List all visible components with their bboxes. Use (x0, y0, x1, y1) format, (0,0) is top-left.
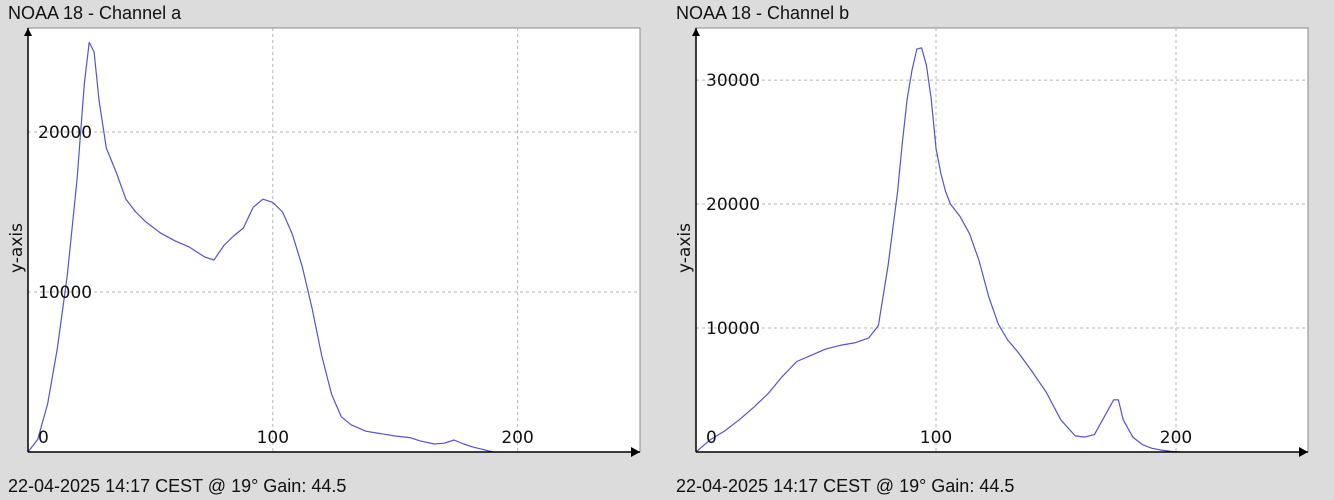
chart-panel-channel-a: NOAA 18 - Channel a 0 100 200 10000 20000 y-a… (0, 0, 664, 500)
x-tick-label: 100 (920, 428, 952, 448)
line-chart-channel-b: 0 100 200 10000 20000 30000 y-axis (675, 27, 1309, 457)
x-axis-arrow (1299, 447, 1308, 457)
y-axis-title: y-axis (7, 223, 27, 273)
series-line (27, 41, 494, 453)
y-tick-label: 20000 (706, 195, 760, 215)
x-tick-label: 200 (1160, 428, 1192, 448)
y-tick-label: 20000 (38, 123, 92, 143)
y-axis-arrow (692, 28, 700, 36)
x-tick-label: 0 (706, 428, 717, 448)
series-line (695, 47, 1181, 453)
y-axis-arrow (24, 28, 32, 36)
x-axis-arrow (631, 447, 640, 457)
line-chart-channel-a: 0 100 200 10000 20000 y-axis (7, 27, 641, 457)
y-tick-label: 30000 (706, 71, 760, 91)
chart-panel-channel-b: NOAA 18 - Channel b 0 100 200 10000 20000 300… (668, 0, 1332, 500)
chart-title-channel-b: NOAA 18 - Channel b (676, 3, 850, 23)
x-tick-label: 200 (501, 428, 533, 448)
chart-footer-channel-a: 22-04-2025 14:17 CEST @ 19° Gain: 44.5 (8, 476, 347, 496)
chart-footer-channel-b: 22-04-2025 14:17 CEST @ 19° Gain: 44.5 (676, 476, 1015, 496)
plot-area (695, 27, 1309, 453)
chart-title-channel-a: NOAA 18 - Channel a (8, 3, 182, 23)
x-tick-label: 0 (38, 428, 49, 448)
x-tick-label: 100 (257, 428, 289, 448)
plot-area (27, 27, 641, 453)
y-tick-label: 10000 (38, 283, 92, 303)
y-tick-label: 10000 (706, 319, 760, 339)
y-axis-title: y-axis (675, 223, 695, 273)
